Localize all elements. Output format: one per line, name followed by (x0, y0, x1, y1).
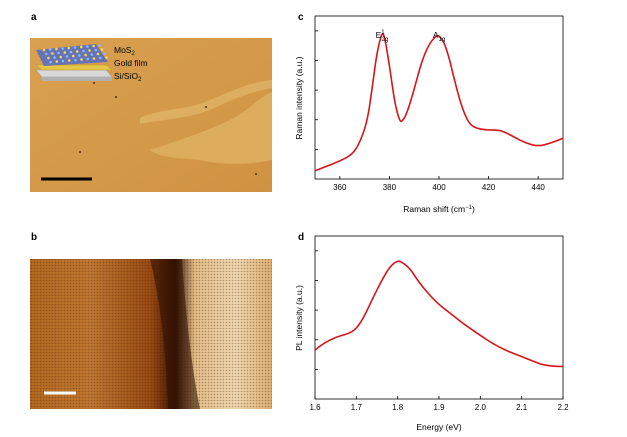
mos2-atom (84, 53, 87, 57)
mos2-atom (71, 54, 75, 58)
mos2-atom (96, 52, 100, 56)
ylabel-c: Raman intensity (a.u.) (294, 56, 304, 139)
ylabel-d: PL intensity (a.u.) (294, 285, 304, 351)
x-tick-label: 1.8 (392, 403, 404, 412)
panel-a: a MoS2 Gold film Si/SiO2 (30, 12, 272, 192)
mos2-atom (98, 44, 102, 47)
speck (93, 82, 95, 84)
speck (205, 106, 207, 108)
x-tick-label: 1.6 (309, 403, 321, 412)
mos2-atom (78, 54, 81, 57)
mos2-atom (102, 52, 106, 55)
mos2-atom (79, 45, 83, 49)
x-tick-label: 2.2 (557, 403, 569, 412)
mos2-atom (44, 52, 48, 56)
mos2-atom (63, 51, 67, 54)
chart-c: 360 380 400 420 440 E1 2g A1g (314, 30, 564, 192)
x-tick-label: 440 (532, 183, 546, 192)
mos2-atom (49, 60, 52, 64)
mos2-atom (57, 51, 60, 55)
chart-d: 1.6 1.7 1.8 1.9 2.0 2.1 2.2 (309, 250, 569, 412)
mos2-atom (90, 53, 94, 56)
xlabel-d: Energy (eV) (416, 422, 462, 432)
mos2-atom (92, 57, 96, 60)
layer-schematic (35, 44, 113, 81)
mos2-atom (73, 46, 77, 49)
gold-film-label: Gold film (114, 58, 148, 68)
mos2-atom (86, 57, 90, 61)
mos2-atom (86, 45, 89, 48)
mos2-atom (75, 50, 79, 53)
xlabel-c: Raman shift (cm−1) (403, 204, 475, 214)
mos2-atom (51, 52, 54, 55)
gold-layer (35, 64, 113, 71)
mos2-atom (55, 60, 59, 63)
sisio2-label: Si/SiO2 (114, 71, 142, 83)
x-tick-label: 2.1 (516, 403, 528, 412)
x-tick-label: 1.7 (351, 403, 363, 412)
panel-a-letter: a (31, 12, 37, 23)
mos2-atom (69, 50, 73, 54)
mos2-atom (48, 48, 52, 51)
peak-label: A1g (433, 30, 445, 43)
mos2-atom (59, 55, 63, 59)
sisio2-layer (35, 69, 113, 78)
panel-b: b (30, 232, 272, 409)
panel-c-letter: c (298, 12, 304, 23)
mos2-atom (55, 47, 58, 51)
x-tick-label: 380 (383, 183, 397, 192)
flake-region-2 (140, 80, 272, 124)
mos2-atom (67, 46, 71, 50)
peak-label: E1 2g (376, 30, 389, 43)
x-tick-label: 2.0 (475, 403, 487, 412)
flake-region (150, 92, 272, 164)
speck (115, 96, 117, 98)
mos2-atom (100, 48, 104, 51)
mos2-atom (65, 55, 69, 58)
mos2-atom (61, 47, 64, 50)
panel-c: c 360 380 400 420 440 E1 2g A1g Raman intensity… (294, 12, 564, 214)
mos2-atom (74, 58, 77, 62)
series-line (314, 260, 564, 368)
mos2-atom (88, 49, 91, 52)
mos2-atom (42, 48, 46, 52)
mos2-atom (92, 44, 95, 48)
mos2-label: MoS2 (114, 45, 135, 57)
panel-d-letter: d (298, 232, 304, 243)
mos2-atom (94, 48, 98, 52)
mos2-atom (105, 56, 108, 59)
x-tick-label: 420 (482, 183, 496, 192)
mos2-atom (82, 49, 85, 53)
panel-b-letter: b (31, 232, 37, 243)
mos2-atom (53, 56, 56, 59)
mos2-atom (98, 56, 102, 60)
speck (255, 173, 257, 175)
mos2-atom (67, 59, 71, 62)
x-tick-label: 400 (432, 183, 446, 192)
speck (79, 151, 81, 153)
sisio2-side (42, 77, 112, 81)
mos2-atom (47, 56, 50, 60)
series-line (314, 32, 564, 172)
axes-frame-d (314, 235, 564, 400)
x-tick-label: 1.9 (433, 403, 445, 412)
panel-d: d 1.6 1.7 1.8 1.9 2.0 2.1 2.2 PL intensity (a.… (294, 232, 569, 432)
mos2-atom (80, 58, 83, 61)
atomic-lattice (30, 259, 272, 409)
mos2-atom (61, 59, 65, 63)
x-tick-label: 360 (333, 183, 347, 192)
